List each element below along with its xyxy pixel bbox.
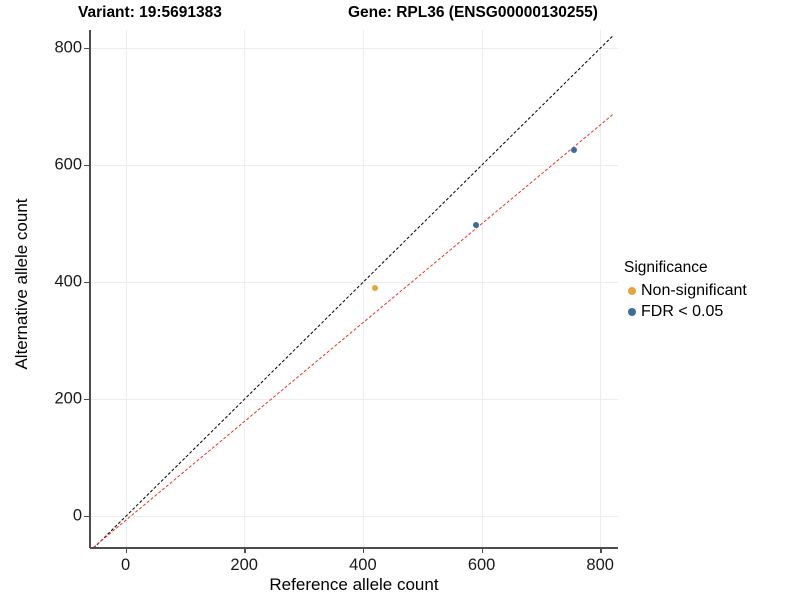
x-tick-label: 600	[467, 556, 496, 574]
legend-item-label: FDR < 0.05	[641, 302, 724, 320]
gridline-vertical	[600, 30, 602, 548]
legend-swatch	[624, 301, 639, 322]
legend-title: Significance	[624, 259, 708, 276]
variant-title: Variant: 19:5691383	[78, 4, 222, 21]
y-tick-mark	[84, 47, 89, 49]
scatter-point	[571, 147, 578, 153]
x-axis-line	[90, 547, 618, 549]
x-tick-mark	[125, 548, 127, 553]
gridline-vertical	[481, 30, 483, 548]
x-tick-mark	[362, 548, 365, 553]
fitted-ratio-line	[92, 114, 613, 549]
scatter-point	[473, 221, 480, 228]
legend-dot-icon	[627, 286, 636, 295]
legend-items: Non-significant FDR < 0.05	[624, 280, 800, 322]
gridline-horizontal	[90, 281, 618, 283]
gridline-vertical	[125, 30, 127, 548]
x-tick-mark	[244, 548, 246, 553]
gene-title: Gene: RPL36 (ENSG00000130255)	[348, 4, 598, 21]
y-tick-label: 600	[54, 155, 82, 174]
scatter-point	[371, 285, 378, 292]
legend-item-label: Non-significant	[641, 281, 747, 299]
y-tick-label: 0	[72, 506, 82, 525]
plot-panel	[90, 30, 618, 549]
x-tick-label: 0	[121, 556, 131, 574]
y-tick-mark	[84, 515, 89, 518]
x-tick-label: 800	[586, 556, 614, 574]
legend-swatch	[624, 280, 639, 301]
x-tick-label: 400	[349, 556, 377, 574]
legend: Significance Non-significant FDR < 0.05	[624, 258, 800, 322]
y-tick-mark	[84, 164, 89, 166]
gridline-horizontal	[90, 47, 618, 49]
gridline-vertical	[244, 30, 246, 548]
gridline-horizontal	[90, 164, 618, 166]
legend-item[interactable]: Non-significant	[624, 280, 800, 301]
y-tick-mark	[84, 398, 89, 401]
y-tick-label: 800	[54, 38, 82, 57]
legend-dot-icon	[627, 307, 636, 316]
gridline-horizontal	[90, 398, 618, 400]
gridline-vertical	[362, 30, 364, 548]
y-axis-line	[89, 30, 91, 548]
y-axis-label: Alternative allele count	[12, 198, 31, 370]
x-tick-mark	[481, 548, 483, 553]
legend-item[interactable]: FDR < 0.05	[624, 301, 800, 322]
gridline-horizontal	[90, 515, 618, 517]
identity-line	[92, 35, 613, 549]
y-tick-mark	[84, 281, 89, 284]
x-tick-label: 200	[230, 556, 258, 574]
y-tick-label: 200	[54, 389, 82, 408]
y-tick-label: 400	[54, 272, 82, 291]
x-tick-mark	[600, 548, 602, 553]
x-axis-label: Reference allele count	[269, 575, 439, 594]
